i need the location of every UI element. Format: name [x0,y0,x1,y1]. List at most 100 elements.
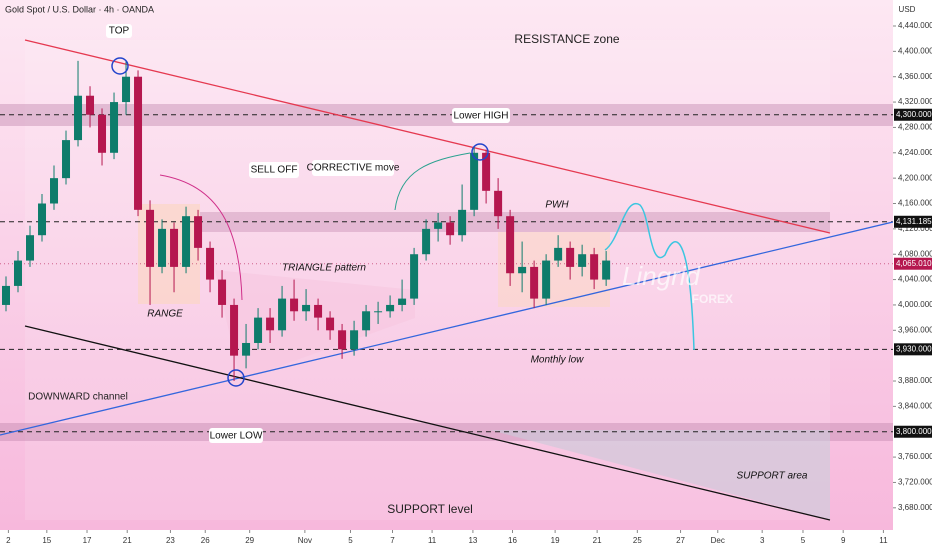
x-tick-label: 26 [201,536,210,545]
candle-body [302,304,311,312]
price-axis [893,0,932,550]
x-tick-label: 17 [83,536,92,545]
level-tag [894,215,932,228]
candle-body [458,209,467,236]
candle-body [386,304,395,312]
candle-body [290,298,299,312]
annotation: SUPPORT level [387,502,473,516]
candle-body [146,209,155,267]
candle-body [2,285,11,305]
y-tick-label: 4,120.000 [898,224,932,233]
candle-body [230,304,239,356]
candle-body [410,254,419,299]
currency: USD [899,5,916,14]
support-line [0,221,894,436]
candle-body [470,152,479,210]
channel-line [24,325,831,521]
candle-body [278,298,287,331]
time-axis [0,530,893,550]
level-label: 3,930.000 [896,344,932,353]
x-tick-label: 23 [166,536,175,545]
watermark: Lingrid [622,261,702,291]
x-tick-label: Dec [711,536,725,545]
label-box [209,428,263,443]
y-tick-label: 4,440.000 [898,21,932,30]
top-marker [111,57,129,75]
annotation: TRIANGLE pattern [282,263,366,274]
y-tick-label: 3,720.000 [898,478,932,487]
candle-body [446,222,455,236]
candle-body [194,216,203,248]
candle-body [326,317,335,331]
x-tick-label: 11 [879,536,888,545]
annotation: Lower HIGH [453,111,508,122]
candle-body [266,317,275,331]
selloff-arrow [159,174,243,301]
candle-body [566,247,575,267]
candle-body [98,114,107,153]
annotation: TOP [109,26,130,37]
candle-body [518,266,527,274]
candle-body [50,178,59,204]
x-tick-label: 16 [508,536,517,545]
y-tick-label: 4,040.000 [898,275,932,284]
candle-body [434,222,443,229]
annotation: PWH [545,200,569,211]
y-tick-label: 4,400.000 [898,46,932,55]
y-tick-label: 3,840.000 [898,401,932,410]
candle-body [506,216,515,274]
candle-body [494,190,503,217]
annotation: DOWNWARD channel [28,392,128,403]
label-box [249,162,299,178]
y-tick-label: 3,880.000 [898,376,932,385]
projection-path [604,202,695,351]
candle-body [338,330,347,350]
candle-body [482,152,491,191]
x-tick-label: 15 [42,536,51,545]
x-tick-label: 25 [633,536,642,545]
candle-body [422,228,431,255]
candle-body [254,317,263,343]
resistance-band [0,104,893,126]
candle-body [170,228,179,267]
annotation: SUPPORT area [737,471,808,482]
candle-body [374,311,383,313]
annotation: CORRECTIVE move [307,163,400,174]
x-tick-label: 7 [390,536,395,545]
x-tick-label: 3 [760,536,765,545]
candle-body [182,216,191,267]
y-tick-label: 4,280.000 [898,123,932,132]
level-label: 3,800.000 [896,427,932,436]
y-tick-label: 3,760.000 [898,452,932,461]
x-tick-label: 19 [551,536,560,545]
corrective-arrow [394,152,471,211]
candle-body [350,330,359,350]
level-label: 4,131.185 [896,217,932,226]
x-tick-label: 5 [348,536,353,545]
candle-body [86,95,95,115]
candle-body [218,279,227,305]
candle-body [206,247,215,280]
y-tick-label: 4,360.000 [898,72,932,81]
candle-body [26,235,35,261]
annotation: SELL OFF [251,165,298,176]
chart-title: Gold Spot / U.S. Dollar · 4h · OANDA [5,4,154,14]
candle-body [38,203,47,236]
x-tick-label: 11 [428,536,437,545]
y-tick-label: 4,000.000 [898,300,932,309]
x-tick-label: 29 [245,536,254,545]
x-tick-label: 27 [676,536,685,545]
annotation: RESISTANCE zone [514,32,619,46]
triangle-area [215,270,415,380]
candle-body [134,76,143,210]
candle-body [602,260,611,280]
low-marker [227,369,245,387]
annotation: RANGE [147,309,183,320]
label-box [312,160,394,176]
y-tick-label: 4,080.000 [898,249,932,258]
level-tag [894,425,932,438]
candle-body [590,254,599,280]
x-tick-label: 13 [468,536,477,545]
